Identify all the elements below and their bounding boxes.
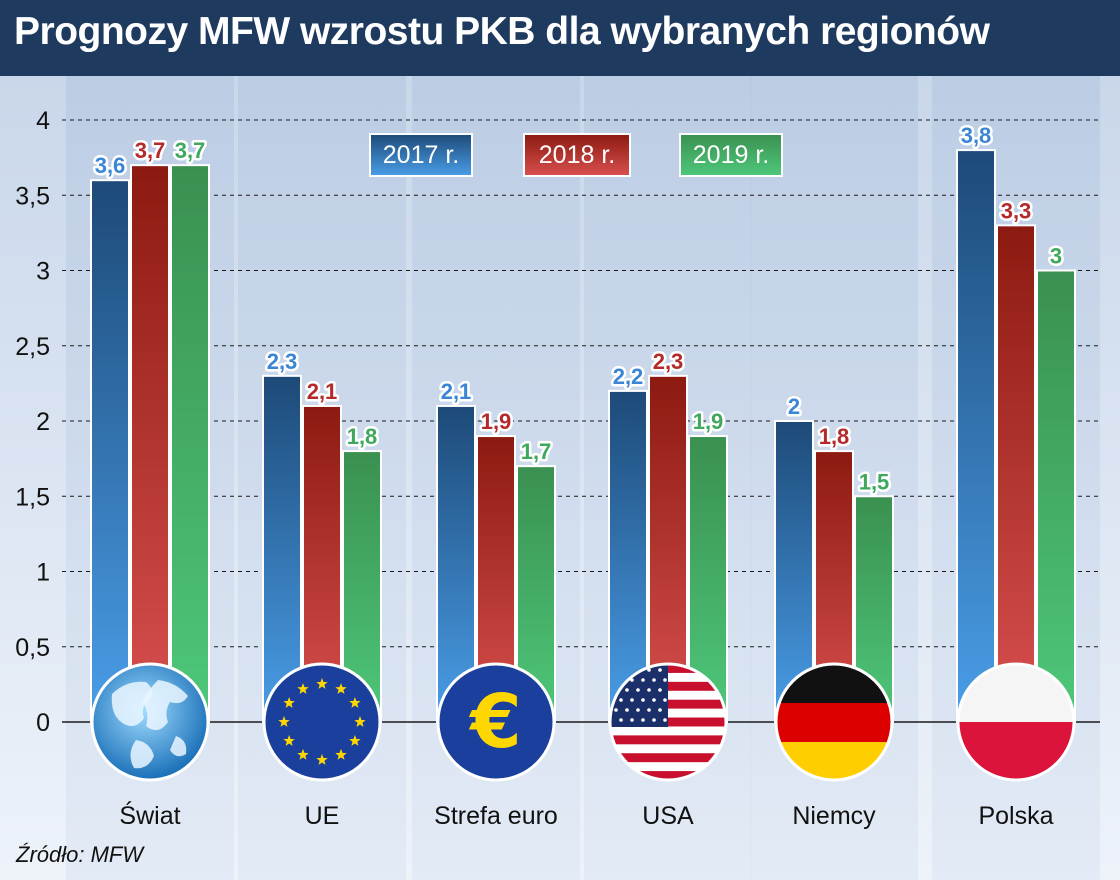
category-label: Niemcy	[792, 802, 876, 830]
bar-2017	[262, 374, 302, 723]
bar-2019	[170, 164, 210, 723]
data-label: 2,2	[613, 364, 644, 389]
legend-item-2018: 2018 r.	[523, 133, 631, 177]
bar-2018	[996, 224, 1036, 723]
germany-flag-icon	[774, 662, 894, 782]
y-tick-label: 2	[36, 408, 50, 436]
bar-2019	[1036, 269, 1076, 723]
legend-label-2017: 2017 r.	[383, 141, 459, 169]
data-label: 1,9	[481, 409, 512, 434]
legend-item-2017: 2017 r.	[369, 133, 473, 177]
y-tick-label: 3,5	[15, 182, 50, 210]
category-label: USA	[642, 802, 694, 830]
category-label: Świat	[119, 800, 180, 830]
category-label: Strefa euro	[434, 802, 558, 830]
legend-item-2019: 2019 r.	[679, 133, 783, 177]
bar-2017	[956, 149, 996, 724]
category-label: Polska	[978, 802, 1053, 830]
data-label: 1,5	[859, 469, 890, 494]
category-label: UE	[305, 802, 340, 830]
euro-sign-icon: €	[436, 662, 556, 782]
y-tick-label: 4	[36, 107, 50, 135]
data-label: 3,7	[175, 138, 206, 163]
data-label: 2,1	[441, 379, 472, 404]
title-bar: Prognozy MFW wzrostu PKB dla wybranych r…	[0, 0, 1120, 76]
bar-2017	[90, 179, 130, 723]
eu-flag-icon	[262, 662, 382, 782]
globe-icon	[90, 662, 210, 782]
data-label: 2,1	[307, 379, 338, 404]
usa-flag-icon	[608, 662, 728, 782]
chart-title: Prognozy MFW wzrostu PKB dla wybranych r…	[14, 10, 990, 53]
y-tick-label: 0,5	[15, 634, 50, 662]
y-tick-label: 1	[36, 559, 50, 587]
y-tick-label: 3	[36, 258, 50, 286]
data-label: 2,3	[653, 349, 684, 374]
source-note: Źródło: MFW	[16, 842, 144, 867]
data-label: 3,8	[961, 123, 992, 148]
data-label: 3	[1050, 244, 1062, 269]
y-tick-label: 0	[36, 709, 50, 737]
data-label: 1,8	[819, 424, 850, 449]
bar-2018	[130, 164, 170, 723]
data-label: 1,9	[693, 409, 724, 434]
data-label: 1,7	[521, 439, 552, 464]
legend-label-2018: 2018 r.	[539, 141, 615, 169]
svg-text:€: €	[468, 679, 522, 765]
data-label: 3,7	[135, 138, 166, 163]
data-label: 1,8	[347, 424, 378, 449]
legend-label-2019: 2019 r.	[693, 141, 769, 169]
bar-chart: 0 0,5 1 1,5 2 2,5 3 3,5 4 3,6 2,3 2,1 2,2 2 3,8 3,7 2,1…	[0, 76, 1120, 880]
data-label: 2,3	[267, 349, 298, 374]
data-label: 2	[788, 394, 800, 419]
data-label: 3,3	[1001, 198, 1032, 223]
poland-flag-icon	[956, 662, 1076, 782]
y-tick-label: 2,5	[15, 333, 50, 361]
y-tick-label: 1,5	[15, 483, 50, 511]
data-label: 3,6	[95, 153, 126, 178]
